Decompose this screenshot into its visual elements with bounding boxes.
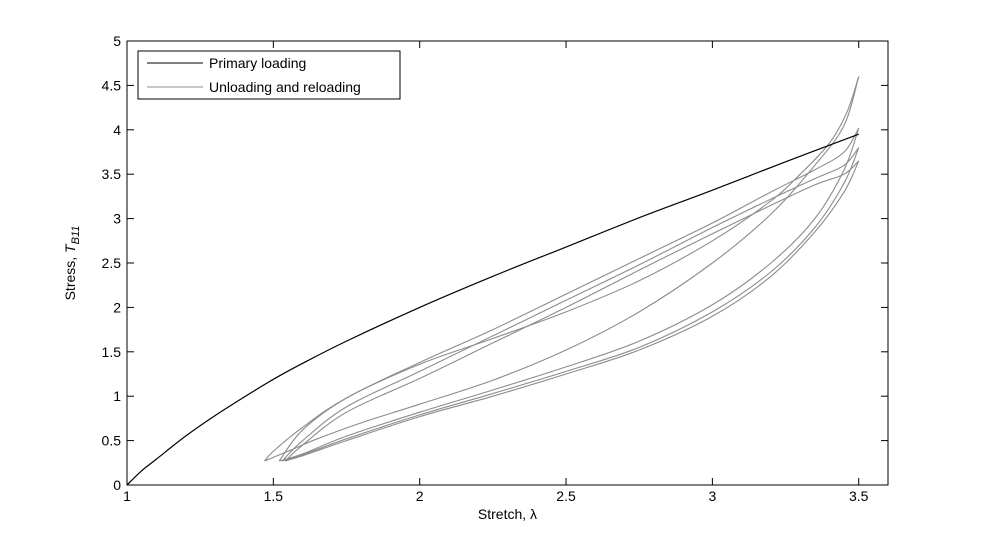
y-tick-label: 0.5 [102,433,122,449]
y-tick-label: 5 [113,33,121,49]
unloading-curve-4 [284,160,860,462]
y-axis-label: Stress, TB11 [62,226,82,301]
y-axis-ticks: 0 0.5 1 1.5 2 2.5 3 3.5 4 4.5 5 [102,33,888,493]
y-axis-label-subscript: B11 [70,226,82,245]
y-tick-label: 2 [113,299,121,315]
x-tick-label: 3 [708,488,716,504]
x-axis-ticks: 1 1.5 2 2.5 3 3.5 [123,41,869,504]
y-tick-label: 1 [113,388,121,404]
legend-box [137,50,401,100]
y-tick-label: 0 [113,477,121,493]
legend-label-unloading-reloading: Unloading and reloading [209,79,361,95]
reloading-curve-2 [279,127,860,462]
x-tick-label: 1 [123,488,131,504]
reloading-curve-1 [264,76,860,462]
y-axis-label-text: Stress, [62,253,78,300]
x-tick-label: 2.5 [556,488,576,504]
legend: Primary loading Unloading and reloading [137,50,401,100]
x-tick-label: 1.5 [264,488,284,504]
reloading-curve-3 [281,147,860,462]
legend-label-primary-loading: Primary loading [209,55,306,71]
y-tick-label: 1.5 [102,344,122,360]
unloading-curve-3 [281,147,860,462]
series-layer [126,76,860,486]
x-axis-label: Stretch, λ [478,506,537,522]
y-tick-label: 3 [113,211,121,227]
y-axis-label-symbol: T [62,243,78,253]
y-tick-label: 3.5 [102,166,122,182]
primary-loading-line [126,133,859,486]
y-tick-label: 4.5 [102,77,122,93]
y-tick-label: 2.5 [102,255,122,271]
reloading-curve-4 [284,160,860,462]
x-tick-label: 2 [416,488,424,504]
unloading-curve-2 [278,127,860,462]
x-tick-label: 3.5 [849,488,869,504]
unloading-curve-1 [264,76,860,462]
y-tick-label: 4 [113,122,121,138]
